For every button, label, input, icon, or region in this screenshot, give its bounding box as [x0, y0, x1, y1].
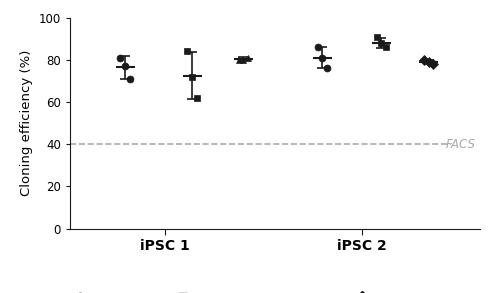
Y-axis label: Cloning efficiency (%): Cloning efficiency (%) — [20, 50, 33, 196]
Text: FACS: FACS — [446, 138, 476, 151]
